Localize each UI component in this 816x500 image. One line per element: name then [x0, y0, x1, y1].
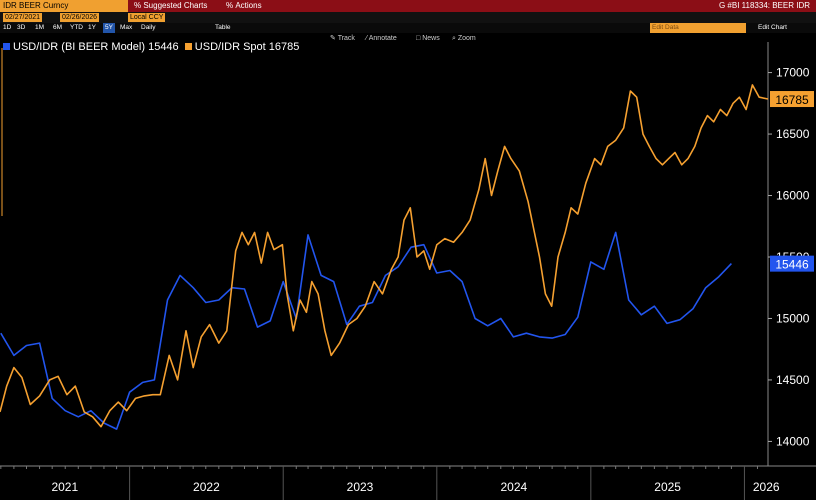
x-tick-label: 2025 [654, 480, 681, 494]
legend-model: USD/IDR (BI BEER Model) 15446 [13, 41, 179, 53]
zoom-button[interactable]: ⌕ Zoom [452, 34, 476, 44]
end-date-field[interactable]: 02/26/2026 [60, 13, 100, 22]
y-tick-label: 16500 [776, 127, 810, 141]
zoom-label: Zoom [457, 35, 476, 42]
x-tick-label: 2026 [753, 480, 780, 494]
x-tick-label: 2021 [51, 480, 78, 494]
y-tick-label: 17000 [776, 66, 810, 80]
period-max[interactable]: Max [120, 24, 133, 31]
track-label: Track [337, 35, 355, 42]
x-tick-label: 2022 [193, 480, 220, 494]
last-value-spot: 16785 [775, 93, 809, 107]
annotate-label: Annotate [368, 35, 397, 42]
last-value-box-model [770, 255, 814, 272]
x-tick-label: 2024 [500, 480, 527, 494]
suggested-charts-label: Suggested Charts [143, 1, 208, 10]
actions-label: Actions [235, 1, 262, 10]
menu-bar [0, 0, 816, 12]
suggested-charts-icon: % [134, 1, 144, 10]
period-1m[interactable]: 1M [35, 24, 45, 31]
legend-spot: USD/IDR Spot 16785 [194, 41, 300, 53]
edit-data-field[interactable]: Edit Data [650, 23, 746, 33]
period-1y[interactable]: 1Y [88, 24, 96, 31]
series-lines [0, 84, 769, 430]
annotate-button[interactable]: ⁄ Annotate [366, 34, 397, 44]
suggested-charts-button[interactable]: % Suggested Charts [134, 0, 207, 12]
x-tick-label: 2023 [347, 480, 374, 494]
period-ytd[interactable]: YTD [70, 24, 83, 31]
track-icon: ✎ [330, 35, 338, 42]
y-tick-label: 14500 [776, 373, 810, 387]
y-tick-label: 15000 [776, 311, 810, 325]
y-tick-label: 14000 [776, 434, 810, 448]
currency-select[interactable]: Local CCY [128, 13, 166, 22]
spot-swatch [184, 43, 192, 50]
period-1d[interactable]: 1D [3, 24, 12, 31]
model-swatch [3, 43, 10, 50]
zoom-icon: ⌕ [452, 35, 458, 42]
table-button[interactable]: Table [215, 24, 231, 31]
period-6m[interactable]: 6M [53, 24, 63, 31]
news-button[interactable]: □ News [416, 34, 440, 44]
news-label: News [422, 35, 440, 42]
ticker-field[interactable]: IDR BEER Curncy [0, 0, 128, 12]
period-3d[interactable]: 3D [17, 24, 26, 31]
axes: 14000 14500 15000 15500 16000 16500 17000 2021 2… [0, 42, 816, 500]
security-title: G #BI 118334: BEER IDR [718, 1, 810, 10]
chart-legend: USD/IDR (BI BEER Model) 15446 USD/IDR Sp… [3, 40, 299, 54]
last-value-model: 15446 [775, 258, 809, 272]
date-row [0, 12, 816, 23]
track-button[interactable]: ✎ Track [330, 34, 355, 44]
last-value-box-spot [770, 91, 814, 108]
period-5y[interactable]: 5Y [103, 23, 115, 33]
value-labels: 15446 16785 [770, 91, 814, 272]
annotate-icon: ⁄ [366, 35, 369, 42]
actions-icon: % [226, 1, 236, 10]
series-line-spot [0, 84, 769, 428]
edit-chart-button[interactable]: Edit Chart [758, 24, 787, 31]
y-tick-label: 15500 [776, 250, 810, 264]
start-date-field[interactable]: 02/27/2021 [3, 13, 43, 22]
news-icon: □ [416, 35, 423, 42]
y-tick-label: 16000 [776, 189, 810, 203]
frequency-select[interactable]: Daily [141, 24, 156, 31]
series-line-model [0, 231, 732, 430]
actions-button[interactable]: % Actions [226, 0, 262, 12]
period-row [0, 23, 816, 33]
